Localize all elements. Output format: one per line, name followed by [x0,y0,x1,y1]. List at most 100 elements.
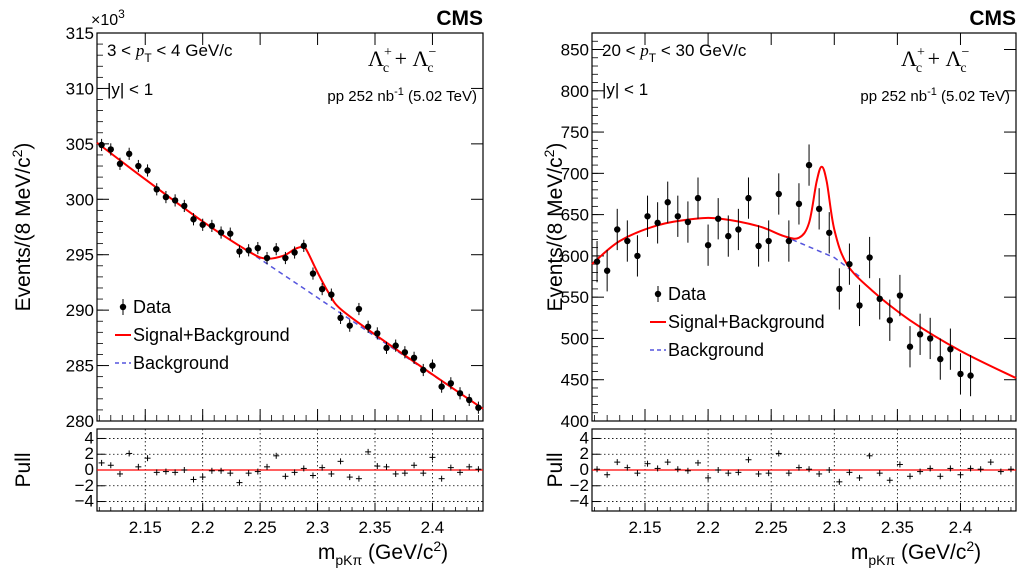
data-point [153,186,160,193]
data-point [603,267,611,274]
x-axis-label: mpKπ (GeV/c2) [318,538,448,568]
data-point [735,226,742,233]
legend-data-label: Data [668,284,707,304]
data-point [916,331,924,338]
luminosity-label: pp 252 nb-1 (5.02 TeV) [327,86,477,105]
experiment-label: CMS [969,7,1016,30]
data-point [438,383,445,390]
y-tick-label: 800 [561,82,589,101]
data-point [116,160,124,168]
x-tick-label: 2.3 [822,518,846,537]
data-point [309,270,317,277]
main-frame [96,32,484,422]
y-tick-label: 290 [66,301,94,320]
data-point [826,229,833,236]
data-point [98,141,105,149]
x-tick-label: 2.15 [628,518,661,537]
data-point [429,362,436,369]
y-tick-label: 300 [66,190,94,209]
data-point [181,202,188,210]
data-point [318,285,326,293]
data-point [815,205,823,213]
y-tick-label: 450 [561,371,589,390]
legend-bkg-label: Background [668,340,764,360]
pull-y-tick-label: 2 [85,444,94,463]
y-tick-label: 305 [66,135,94,154]
data-point [654,219,661,227]
data-point [144,167,151,174]
pull-y-tick-label: 4 [85,428,94,447]
data-point [755,242,762,250]
data-point [171,197,179,204]
data-point [926,335,934,342]
data-point [957,370,964,378]
y-exponent: ×103 [91,7,125,29]
data-point [906,343,914,350]
x-tick-label: 2.4 [949,518,973,537]
y-tick-label: 550 [561,288,589,307]
pt-range-label: 20 < pT < 30 GeV/c [602,41,747,65]
data-point [947,345,954,353]
y-tick-label: 400 [561,412,589,431]
y-tick-label: 295 [66,246,94,265]
data-point [775,190,782,198]
data-point [644,213,651,220]
y-tick-label: 850 [561,41,589,60]
data-point [674,213,682,220]
data-point [466,396,473,404]
data-point [805,161,813,169]
data-point [217,229,225,236]
data-point [383,344,390,352]
data-point [245,247,252,254]
particle-label: Λ+ c + Λ− c [901,45,969,76]
x-tick-label: 2.25 [244,518,277,537]
x-tick-label: 2.4 [421,518,445,537]
data-point [725,232,732,240]
data-point [896,292,904,299]
data-point [135,162,142,170]
data-point [300,242,307,250]
data-point [967,372,974,379]
data-point [593,258,601,265]
data-point [856,302,863,309]
data-point [227,230,234,237]
chart-panel-1: 280 285 290 295 300 305 310 315 2.15 2.2 2.25 2.3 2.… [9,7,484,568]
pull-y-tick-label: 2 [580,444,589,463]
pull-y-tick-label: 0 [580,460,589,479]
data-point [614,226,621,233]
signal-background-curve [591,165,1017,379]
pull-axis-label: Pull [544,452,567,487]
data-point [634,252,641,260]
x-tick-label: 2.2 [696,518,720,537]
data-point [263,254,271,262]
rapidity-label: |y| < 1 [107,80,153,99]
data-point [337,314,344,322]
data-point [125,150,133,158]
data-point [664,199,671,206]
pull-y-tick-label: −4 [75,492,94,511]
x-tick-label: 2.35 [881,518,914,537]
legend-data-label: Data [133,297,172,317]
y-tick-label: 285 [66,357,94,376]
data-point [190,216,197,223]
data-point [401,349,409,356]
legend-bkg-label: Background [133,353,229,373]
data-point [886,317,894,324]
chart-panel-2: 400 450 500 550 600 650 700 750 800 850 2.15 2.2 2.2… [541,7,1017,568]
x-tick-label: 2.15 [129,518,162,537]
y-tick-label: 315 [66,24,94,43]
data-point [456,390,464,397]
data-point [684,218,692,226]
pull-y-tick-label: −2 [570,476,589,495]
data-point [624,237,631,245]
data-point [364,323,372,330]
background-curve [783,235,860,278]
legend-fit-label: Signal+Background [668,312,825,332]
y-axis-label: Events/(8 MeV/c2) [9,143,35,312]
main-frame [591,32,1017,422]
data-point [866,254,873,261]
data-point [475,404,482,411]
pull-y-tick-label: −2 [75,476,94,495]
data-point [714,215,722,222]
